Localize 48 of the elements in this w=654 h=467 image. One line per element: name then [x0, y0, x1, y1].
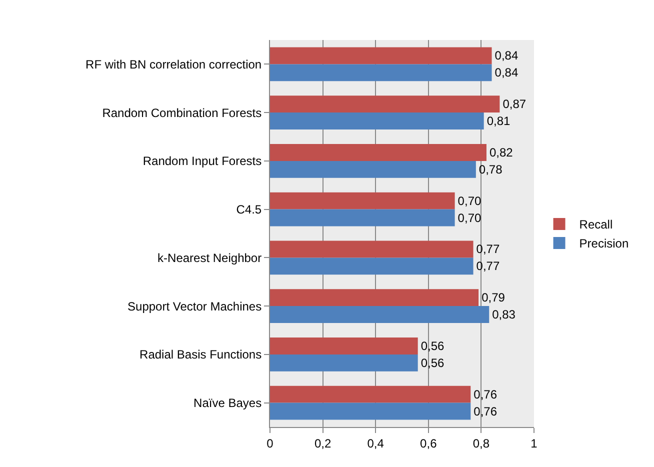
data-label: 0,83: [492, 308, 516, 322]
data-label: 0,56: [420, 356, 445, 370]
bar: [270, 96, 500, 113]
y-tick-label: Radial Basis Functions: [140, 348, 262, 362]
bar: [270, 354, 418, 372]
x-tick-label: 1: [530, 436, 538, 450]
bar: [270, 306, 490, 323]
bar: [270, 258, 474, 275]
legend-label: Precision: [579, 236, 629, 251]
y-tick-label: Random Combination Forests: [102, 106, 262, 120]
bar: [270, 240, 474, 258]
bar: [270, 64, 492, 82]
y-tick-label: Support Vector Machines: [128, 299, 262, 314]
data-label: 0,81: [486, 114, 511, 128]
bar: [270, 47, 492, 64]
y-tick-label: RF with BN correlation correction: [86, 57, 262, 72]
data-label: 0,70: [458, 210, 482, 225]
bar: [270, 402, 471, 420]
data-label: 0,76: [474, 404, 498, 418]
x-tick-label: 0,8: [472, 436, 490, 450]
data-label: 0,77: [476, 259, 500, 274]
bar: [270, 144, 486, 161]
y-tick-label: Naïve Bayes: [194, 396, 262, 410]
y-tick-label: k-Nearest Neighbor: [158, 250, 262, 265]
data-label: 0,76: [474, 387, 498, 402]
data-label: 0,79: [482, 290, 506, 305]
data-label: 0,87: [502, 97, 526, 112]
data-label: 0,70: [458, 194, 482, 208]
bar: [270, 386, 471, 403]
x-tick-label: 0,6: [420, 436, 438, 450]
bar: [270, 289, 479, 306]
data-label: 0,84: [494, 66, 518, 80]
data-label: 0,84: [494, 48, 518, 63]
bar: [270, 160, 476, 178]
bar: [270, 209, 455, 226]
bar: [270, 192, 455, 210]
legend-label: Recall: [579, 218, 613, 232]
data-label: 0,78: [478, 162, 503, 176]
x-tick-label: 0,2: [314, 436, 332, 450]
data-label: 0,82: [489, 145, 514, 160]
y-tick-label: Random Input Forests: [142, 154, 262, 168]
bar: [270, 112, 484, 130]
x-tick-label: 0,4: [367, 436, 384, 450]
y-tick-label: C4.5: [236, 202, 262, 217]
x-tick-label: 0: [266, 436, 274, 450]
data-label: 0,77: [476, 242, 500, 256]
data-label: 0,56: [420, 338, 445, 353]
bar: [270, 338, 418, 354]
